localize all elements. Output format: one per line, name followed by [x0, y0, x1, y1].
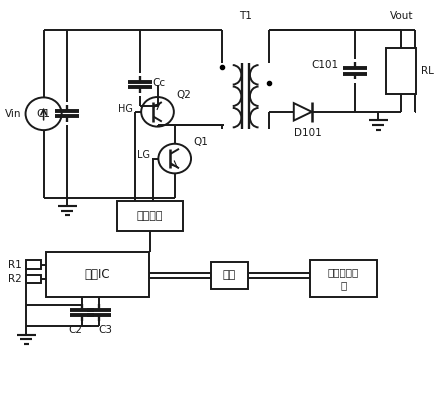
Text: LG: LG: [137, 150, 150, 160]
Text: Q1: Q1: [193, 137, 208, 147]
Text: 副边反馈电
路: 副边反馈电 路: [328, 267, 359, 290]
Bar: [310, 260, 377, 297]
Text: HG: HG: [118, 104, 133, 114]
Text: 主控IC: 主控IC: [84, 268, 110, 281]
Text: C1: C1: [36, 109, 50, 119]
Bar: [26, 275, 41, 283]
Text: Q2: Q2: [176, 90, 191, 100]
Text: C3: C3: [99, 325, 113, 335]
Text: R1: R1: [8, 260, 22, 269]
Text: C2: C2: [68, 325, 83, 335]
Text: T1: T1: [239, 11, 252, 21]
Text: RL: RL: [421, 66, 434, 76]
Bar: [46, 252, 149, 297]
Bar: [26, 260, 41, 269]
Text: Vout: Vout: [389, 11, 413, 21]
Text: Cc: Cc: [152, 77, 166, 88]
Text: Vin: Vin: [5, 109, 21, 119]
Bar: [211, 262, 248, 289]
Text: R2: R2: [8, 274, 22, 284]
Text: 驱动电路: 驱动电路: [137, 211, 163, 221]
Text: C101: C101: [311, 60, 338, 70]
Bar: [117, 201, 183, 231]
Bar: [386, 47, 416, 94]
Polygon shape: [294, 103, 312, 120]
Text: 光耦: 光耦: [223, 271, 236, 280]
Text: D101: D101: [294, 128, 322, 138]
